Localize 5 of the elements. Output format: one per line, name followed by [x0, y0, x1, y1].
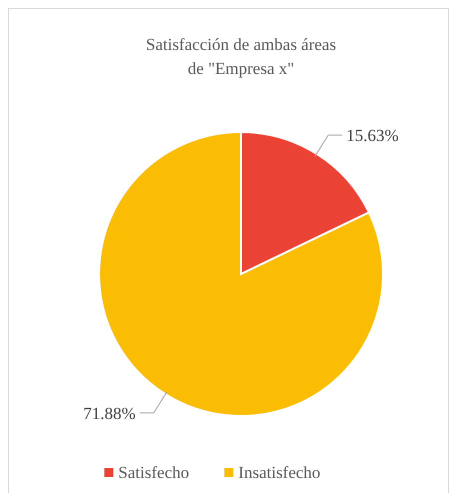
data-label: 15.63% [346, 126, 399, 146]
legend-label: Satisfecho [118, 463, 190, 482]
legend-label: Insatisfecho [238, 463, 320, 482]
chart-title: Satisfacción de ambas áreas de "Empresa x" [146, 35, 336, 78]
data-label: 71.88% [83, 404, 136, 423]
